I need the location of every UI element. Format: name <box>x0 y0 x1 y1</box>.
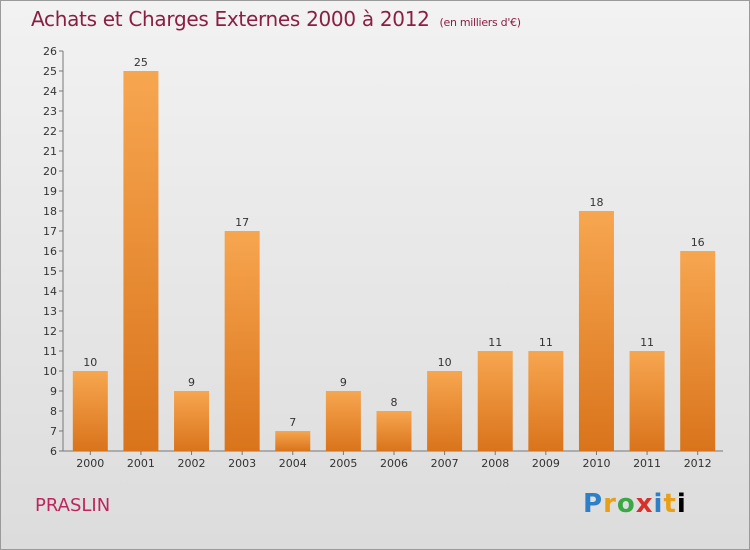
y-tick-label: 12 <box>43 325 57 338</box>
bar-value-label: 11 <box>640 336 654 349</box>
bar <box>680 251 716 451</box>
bar <box>376 411 412 451</box>
x-tick-label: 2002 <box>178 457 206 470</box>
x-tick-label: 2001 <box>127 457 155 470</box>
y-tick-label: 24 <box>43 85 57 98</box>
y-tick-label: 21 <box>43 145 57 158</box>
logo-letter: t <box>663 489 677 519</box>
bar <box>477 351 513 451</box>
y-tick-label: 14 <box>43 285 57 298</box>
bar-value-label: 7 <box>289 416 296 429</box>
bar <box>629 351 665 451</box>
x-tick-label: 2010 <box>582 457 610 470</box>
y-tick-label: 15 <box>43 265 57 278</box>
y-tick-label: 19 <box>43 185 57 198</box>
bar-value-label: 10 <box>83 356 97 369</box>
bar <box>528 351 564 451</box>
bar-value-label: 9 <box>188 376 195 389</box>
y-tick-label: 25 <box>43 65 57 78</box>
bar-value-label: 10 <box>438 356 452 369</box>
x-tick-label: 2000 <box>76 457 104 470</box>
bar-value-label: 17 <box>235 216 249 229</box>
y-tick-label: 22 <box>43 125 57 138</box>
y-tick-label: 8 <box>50 405 57 418</box>
y-tick-label: 6 <box>50 445 57 458</box>
logo-letter: o <box>616 489 636 519</box>
x-tick-label: 2012 <box>684 457 712 470</box>
y-tick-label: 18 <box>43 205 57 218</box>
bar <box>427 371 463 451</box>
bar-value-label: 11 <box>488 336 502 349</box>
y-tick-label: 9 <box>50 385 57 398</box>
chart-title: Achats et Charges Externes 2000 à 2012 (e… <box>31 7 521 31</box>
x-tick-label: 2005 <box>329 457 357 470</box>
logo-letter: r <box>603 489 617 519</box>
bar-value-label: 25 <box>134 56 148 69</box>
x-tick-label: 2007 <box>431 457 459 470</box>
bar-value-label: 8 <box>391 396 398 409</box>
y-tick-label: 7 <box>50 425 57 438</box>
commune-name: PRASLIN <box>35 495 111 516</box>
logo-letter: i <box>653 489 664 519</box>
bar <box>578 211 614 451</box>
bar-value-label: 11 <box>539 336 553 349</box>
y-tick-label: 23 <box>43 105 57 118</box>
bar <box>123 71 159 451</box>
y-tick-label: 10 <box>43 365 57 378</box>
y-tick-label: 20 <box>43 165 57 178</box>
bar-value-label: 18 <box>589 196 603 209</box>
chart-unit: (en milliers d'€) <box>439 16 521 29</box>
proxiti-logo: Proxiti <box>583 489 687 519</box>
x-tick-label: 2009 <box>532 457 560 470</box>
bar-value-label: 9 <box>340 376 347 389</box>
x-tick-label: 2004 <box>279 457 307 470</box>
bar <box>72 371 108 451</box>
x-tick-label: 2011 <box>633 457 661 470</box>
bar <box>325 391 361 451</box>
logo-letter: x <box>635 489 654 519</box>
x-tick-label: 2003 <box>228 457 256 470</box>
chart-title-text: Achats et Charges Externes 2000 à 2012 <box>31 7 430 31</box>
logo-letter: P <box>583 489 604 519</box>
y-tick-label: 13 <box>43 305 57 318</box>
y-tick-label: 16 <box>43 245 57 258</box>
x-tick-label: 2006 <box>380 457 408 470</box>
bar-value-label: 16 <box>691 236 705 249</box>
x-tick-label: 2008 <box>481 457 509 470</box>
bar <box>174 391 210 451</box>
bar <box>275 431 311 451</box>
y-tick-label: 26 <box>43 45 57 58</box>
bar <box>224 231 260 451</box>
y-tick-label: 11 <box>43 345 57 358</box>
y-tick-label: 17 <box>43 225 57 238</box>
logo-letter: i <box>676 489 687 519</box>
